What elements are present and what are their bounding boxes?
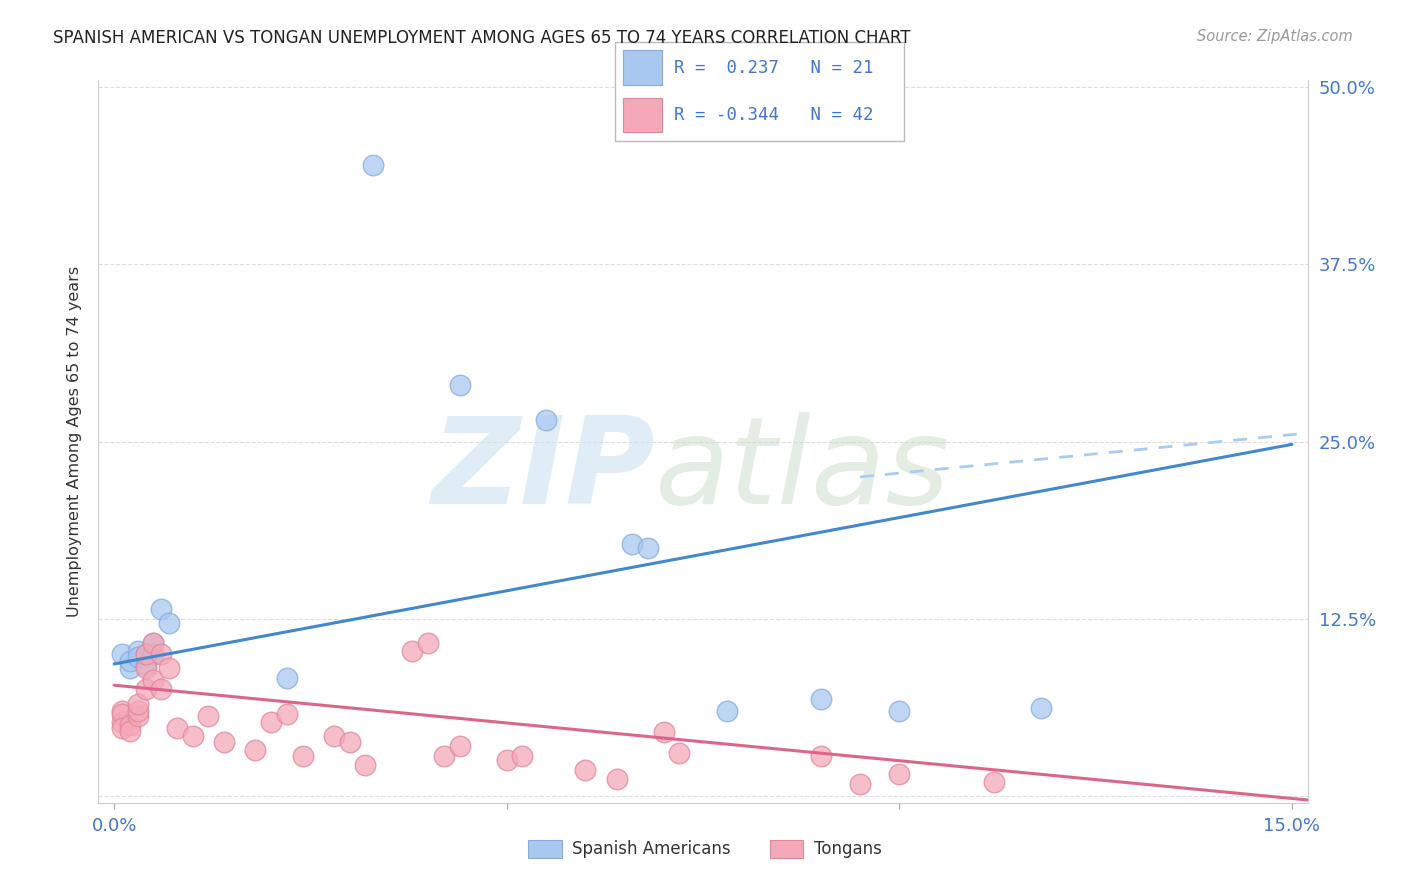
Text: atlas: atlas <box>655 412 950 529</box>
Point <box>142 636 165 650</box>
Point <box>111 647 134 661</box>
Point <box>157 615 180 630</box>
Point <box>127 649 149 664</box>
Bar <box>623 50 662 86</box>
Point <box>276 706 298 721</box>
Point <box>810 692 832 706</box>
Point <box>181 729 204 743</box>
Text: R = -0.344   N = 42: R = -0.344 N = 42 <box>673 106 873 124</box>
Point <box>142 673 165 687</box>
Point <box>361 158 384 172</box>
Point <box>111 706 134 721</box>
Point <box>150 601 173 615</box>
Point <box>291 749 314 764</box>
Point <box>276 671 298 685</box>
Bar <box>769 839 803 858</box>
Point <box>889 767 911 781</box>
Point <box>512 749 534 764</box>
Point <box>118 718 141 732</box>
Point <box>401 644 423 658</box>
Point <box>127 697 149 711</box>
Point <box>135 647 157 661</box>
Point <box>127 709 149 723</box>
Point <box>111 714 134 729</box>
Point <box>260 714 283 729</box>
Point <box>135 658 157 673</box>
Point <box>135 682 157 697</box>
Point <box>433 749 456 764</box>
Point <box>449 739 471 753</box>
Point <box>354 757 377 772</box>
Point <box>245 743 267 757</box>
Point <box>118 723 141 738</box>
Point <box>574 763 596 777</box>
Point <box>157 661 180 675</box>
Point <box>323 729 346 743</box>
Bar <box>527 839 561 858</box>
Bar <box>623 97 662 132</box>
Point <box>668 746 690 760</box>
FancyBboxPatch shape <box>614 42 904 141</box>
Point <box>810 749 832 764</box>
Point <box>339 735 361 749</box>
Point <box>495 753 517 767</box>
Point <box>127 704 149 718</box>
Point <box>142 636 165 650</box>
Point <box>606 772 628 786</box>
Text: R =  0.237   N = 21: R = 0.237 N = 21 <box>673 59 873 77</box>
Text: Source: ZipAtlas.com: Source: ZipAtlas.com <box>1197 29 1353 45</box>
Point <box>621 536 644 550</box>
Y-axis label: Unemployment Among Ages 65 to 74 years: Unemployment Among Ages 65 to 74 years <box>67 266 83 617</box>
Point <box>166 721 188 735</box>
Point <box>849 777 872 791</box>
Point <box>983 774 1005 789</box>
Point <box>118 661 141 675</box>
Point <box>534 413 557 427</box>
Point <box>637 541 659 555</box>
Text: Tongans: Tongans <box>814 840 882 858</box>
Text: ZIP: ZIP <box>430 412 655 529</box>
Point <box>212 735 235 749</box>
Point <box>1029 701 1052 715</box>
Point <box>150 647 173 661</box>
Point <box>118 654 141 668</box>
Point <box>418 636 440 650</box>
Point <box>127 644 149 658</box>
Point <box>111 721 134 735</box>
Point <box>142 647 165 661</box>
Point <box>111 704 134 718</box>
Point <box>449 377 471 392</box>
Text: SPANISH AMERICAN VS TONGAN UNEMPLOYMENT AMONG AGES 65 TO 74 YEARS CORRELATION CH: SPANISH AMERICAN VS TONGAN UNEMPLOYMENT … <box>53 29 911 47</box>
Point <box>889 704 911 718</box>
Text: Spanish Americans: Spanish Americans <box>572 840 731 858</box>
Point <box>652 725 675 739</box>
Point <box>150 682 173 697</box>
Point <box>135 647 157 661</box>
Point <box>197 709 219 723</box>
Point <box>135 661 157 675</box>
Point <box>716 704 738 718</box>
